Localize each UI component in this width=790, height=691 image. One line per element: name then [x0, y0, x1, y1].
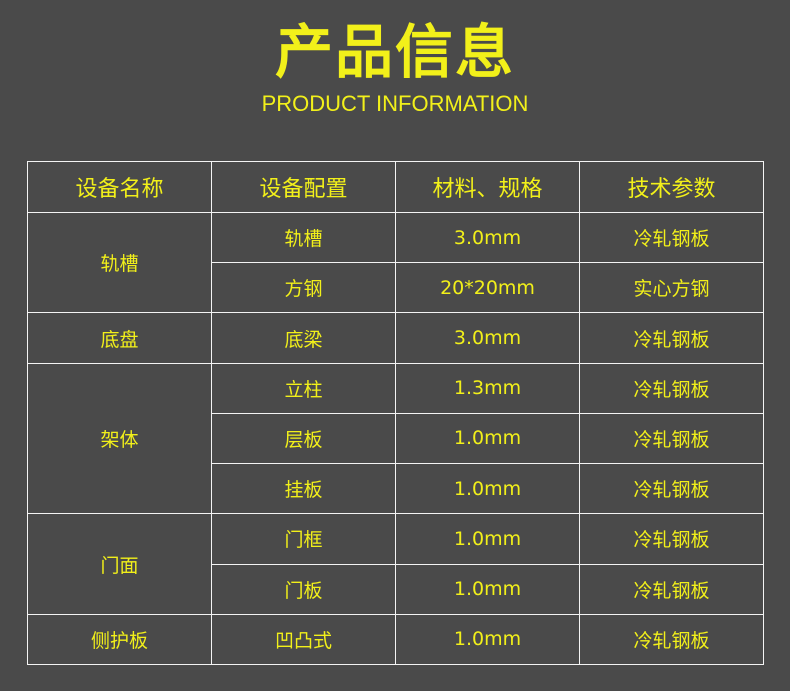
table-row: 架体 立柱 1.3mm 冷轧钢板 [27, 362, 764, 515]
table-row: 挂板 1.0mm 冷轧钢板 [28, 463, 764, 515]
column-header: 设备名称 [27, 161, 212, 213]
table-row: 方钢 20*20mm 实心方钢 [28, 262, 764, 314]
equipment-name-cell: 架体 [27, 362, 212, 515]
spec-cell: 3.0mm [395, 312, 580, 364]
tech-param-cell: 冷轧钢板 [579, 362, 764, 414]
equipment-name-cell: 门面 [27, 513, 212, 615]
spec-cell: 1.0mm [395, 513, 580, 565]
header-row: 设备名称 设备配置 材料、规格 技术参数 [27, 161, 764, 213]
table-row: 轨槽 轨槽 3.0mm 冷轧钢板 [27, 211, 764, 314]
tech-param-cell: 冷轧钢板 [579, 563, 764, 615]
column-header: 技术参数 [579, 161, 764, 213]
column-header: 材料、规格 [395, 161, 580, 213]
tech-param-cell: 实心方钢 [579, 262, 764, 314]
tech-param-cell: 冷轧钢板 [579, 463, 764, 515]
spec-cell: 20*20mm [395, 262, 580, 314]
config-cell: 方钢 [211, 262, 396, 314]
config-cell: 层板 [211, 412, 396, 465]
tech-param-cell: 冷轧钢板 [579, 513, 764, 565]
tech-param-cell: 冷轧钢板 [579, 312, 764, 364]
table-row: 侧护板 凹凸式 1.0mm 冷轧钢板 [27, 613, 764, 666]
spec-cell: 1.0mm [395, 563, 580, 615]
spec-cell: 1.0mm [395, 463, 580, 515]
config-cell: 挂板 [211, 463, 396, 515]
tech-param-cell: 冷轧钢板 [579, 412, 764, 465]
page-subtitle: PRODUCT INFORMATION [261, 91, 529, 116]
page-title: 产品信息 [274, 18, 515, 86]
config-cell: 轨槽 [211, 211, 396, 264]
table-row: 底盘 底梁 3.0mm 冷轧钢板 [27, 312, 764, 364]
column-header: 设备配置 [211, 161, 396, 213]
spec-cell: 1.0mm [395, 613, 580, 666]
tech-param-cell: 冷轧钢板 [579, 613, 764, 666]
table-row: 层板 1.0mm 冷轧钢板 [28, 412, 764, 465]
spec-cell: 1.0mm [395, 412, 580, 465]
equipment-name-cell: 底盘 [27, 312, 212, 364]
tech-param-cell: 冷轧钢板 [579, 211, 764, 264]
equipment-name-cell: 轨槽 [27, 211, 212, 314]
config-cell: 门板 [211, 563, 396, 615]
config-cell: 立柱 [211, 362, 396, 414]
product-info-table: 设备名称 设备配置 材料、规格 技术参数 轨槽 轨槽 3.0mm 冷轧钢板 方钢 20*20mm… [27, 161, 764, 666]
config-cell: 凹凸式 [211, 613, 396, 666]
spec-cell: 3.0mm [395, 211, 580, 264]
config-cell: 底梁 [211, 312, 396, 364]
table-row: 门面 门框 1.0mm 冷轧钢板 [27, 513, 764, 615]
config-cell: 门框 [211, 513, 396, 565]
table-row: 门板 1.0mm 冷轧钢板 [28, 563, 764, 615]
spec-cell: 1.3mm [395, 362, 580, 414]
equipment-name-cell: 侧护板 [27, 613, 212, 666]
